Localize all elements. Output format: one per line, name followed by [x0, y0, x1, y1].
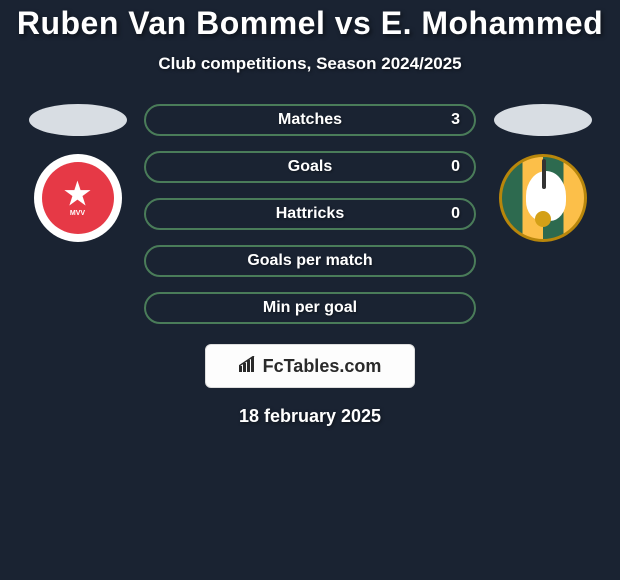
stat-value-matches: 3: [451, 111, 460, 129]
stat-value-hattricks: 0: [451, 205, 460, 223]
content-row: ★ MVV Matches 3 Goals 0 Hattricks 0 Goal…: [0, 104, 620, 324]
stat-value-goals: 0: [451, 158, 460, 176]
watermark: FcTables.com: [205, 344, 415, 388]
chart-svg-icon: [239, 356, 257, 372]
stat-bar-matches: Matches 3: [144, 104, 476, 136]
stat-label-hattricks: Hattricks: [276, 205, 344, 223]
subtitle: Club competitions, Season 2024/2025: [0, 54, 620, 74]
date-label: 18 february 2025: [0, 406, 620, 427]
player-avatar-left: [29, 104, 127, 136]
stats-column: Matches 3 Goals 0 Hattricks 0 Goals per …: [130, 104, 490, 324]
club-logo-left: ★ MVV: [34, 154, 122, 242]
player-avatar-right: [494, 104, 592, 136]
ball-icon: [535, 211, 551, 227]
club-logo-left-text: MVV: [70, 210, 85, 217]
stat-label-mpg: Min per goal: [263, 299, 357, 317]
stat-label-gpm: Goals per match: [247, 252, 372, 270]
page-title: Ruben Van Bommel vs E. Mohammed: [0, 5, 620, 42]
main-container: Ruben Van Bommel vs E. Mohammed Club com…: [0, 0, 620, 427]
stat-bar-hattricks: Hattricks 0: [144, 198, 476, 230]
chart-icon: [239, 356, 257, 376]
left-column: ★ MVV: [25, 104, 130, 242]
watermark-text: FcTables.com: [263, 356, 382, 377]
stat-bar-mpg: Min per goal: [144, 292, 476, 324]
stat-bar-gpm: Goals per match: [144, 245, 476, 277]
right-column: [490, 104, 595, 242]
stat-bar-goals: Goals 0: [144, 151, 476, 183]
club-logo-left-inner: ★ MVV: [42, 162, 114, 234]
stat-label-goals: Goals: [288, 158, 332, 176]
stat-label-matches: Matches: [278, 111, 342, 129]
star-icon: ★: [64, 180, 91, 210]
club-logo-right: [499, 154, 587, 242]
